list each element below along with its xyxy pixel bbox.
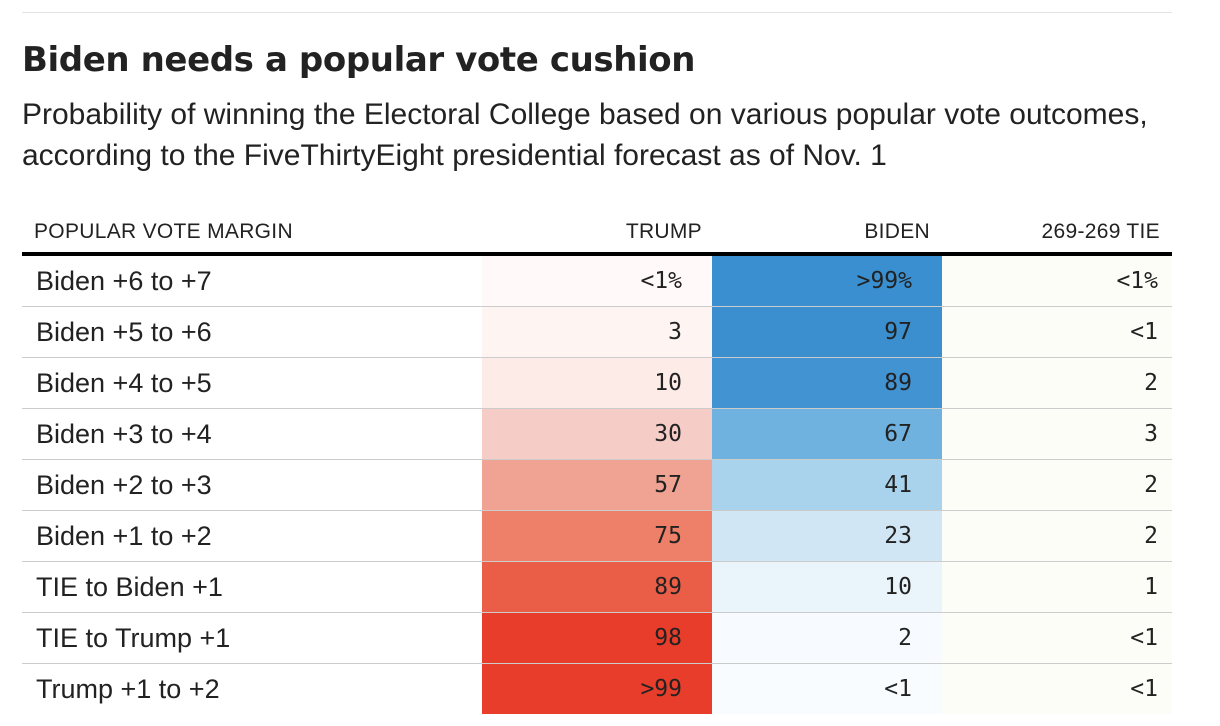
table-row: TIE to Biden +1 89 10 1: [22, 562, 1172, 613]
table-row: Biden +6 to +7 <1% >99% <1%: [22, 256, 1172, 307]
trump-probability-cell: 75: [482, 511, 712, 561]
biden-probability-cell: 10: [712, 562, 942, 612]
row-label: Biden +6 to +7: [36, 266, 212, 296]
biden-probability-cell: 41: [712, 460, 942, 510]
row-label: Trump +1 to +2: [36, 674, 220, 704]
tie-probability-cell: 3: [942, 409, 1172, 459]
table-row: Biden +2 to +3 57 41 2: [22, 460, 1172, 511]
row-label: Biden +1 to +2: [36, 521, 212, 551]
chart-subtitle: Probability of winning the Electoral Col…: [22, 98, 1148, 172]
table-row: Biden +1 to +2 75 23 2: [22, 511, 1172, 562]
trump-probability-cell: 10: [482, 358, 712, 408]
probability-table: POPULAR VOTE MARGIN TRUMP BIDEN 269-269 …: [22, 214, 1172, 714]
row-label: TIE to Trump +1: [36, 623, 231, 653]
row-label: TIE to Biden +1: [36, 572, 223, 602]
header-biden: BIDEN: [864, 220, 930, 243]
table-row: TIE to Trump +1 98 2 <1: [22, 613, 1172, 664]
table-row: Biden +3 to +4 30 67 3: [22, 409, 1172, 460]
tie-probability-cell: 2: [942, 460, 1172, 510]
trump-probability-cell: 3: [482, 307, 712, 357]
header-trump: TRUMP: [625, 220, 702, 243]
tie-probability-cell: 1: [942, 562, 1172, 612]
biden-probability-cell: 97: [712, 307, 942, 357]
trump-probability-cell: <1%: [482, 256, 712, 306]
tie-probability-cell: <1: [942, 307, 1172, 357]
table-header: POPULAR VOTE MARGIN TRUMP BIDEN 269-269 …: [22, 214, 1172, 256]
biden-probability-cell: 23: [712, 511, 942, 561]
trump-probability-cell: 30: [482, 409, 712, 459]
tie-probability-cell: 2: [942, 358, 1172, 408]
trump-probability-cell: 89: [482, 562, 712, 612]
biden-probability-cell: 2: [712, 613, 942, 663]
biden-probability-cell: <1: [712, 664, 942, 714]
tie-probability-cell: 2: [942, 511, 1172, 561]
tie-probability-cell: <1: [942, 664, 1172, 714]
table-row: Biden +5 to +6 3 97 <1: [22, 307, 1172, 358]
biden-probability-cell: 67: [712, 409, 942, 459]
row-label: Biden +5 to +6: [36, 317, 212, 347]
chart-title: Biden needs a popular vote cushion: [22, 40, 696, 80]
table-row: Biden +4 to +5 10 89 2: [22, 358, 1172, 409]
biden-probability-cell: 89: [712, 358, 942, 408]
tie-probability-cell: <1%: [942, 256, 1172, 306]
trump-probability-cell: >99: [482, 664, 712, 714]
table-body: Biden +6 to +7 <1% >99% <1% Biden +5 to +6 3 9…: [22, 256, 1172, 714]
row-label: Biden +3 to +4: [36, 419, 212, 449]
header-tie: 269-269 TIE: [1041, 220, 1160, 243]
row-label: Biden +2 to +3: [36, 470, 212, 500]
trump-probability-cell: 57: [482, 460, 712, 510]
top-rule: [22, 12, 1172, 13]
header-popular-vote-margin: POPULAR VOTE MARGIN: [34, 220, 293, 243]
trump-probability-cell: 98: [482, 613, 712, 663]
tie-probability-cell: <1: [942, 613, 1172, 663]
biden-probability-cell: >99%: [712, 256, 942, 306]
table-row: Trump +1 to +2 >99 <1 <1: [22, 664, 1172, 714]
row-label: Biden +4 to +5: [36, 368, 212, 398]
